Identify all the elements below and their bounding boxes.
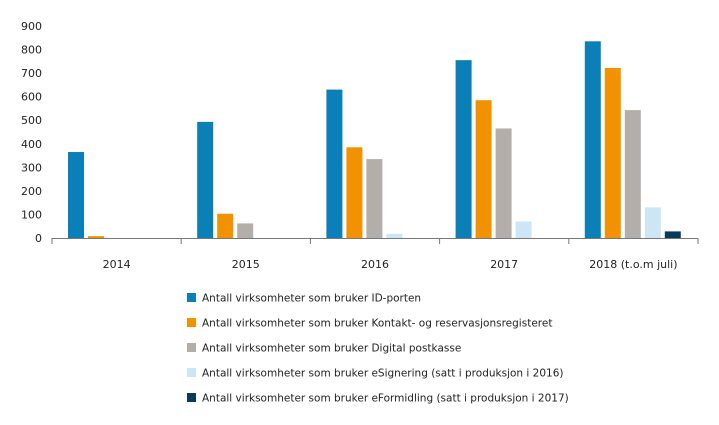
legend-label: Antall virksomheter som bruker Kontakt- … <box>202 318 552 330</box>
legend-item: Antall virksomheter som bruker Digital p… <box>187 343 461 355</box>
bar-1-2018 <box>584 41 601 238</box>
bar-5-2018 <box>664 231 681 238</box>
legend: Antall virksomheter som bruker ID-porten… <box>187 293 569 405</box>
y-tick-label: 700 <box>21 67 42 80</box>
bar-3-2017 <box>495 128 512 238</box>
bar-1-2014 <box>68 152 84 238</box>
x-tick-label: 2015 <box>232 258 260 271</box>
legend-swatch <box>187 368 196 377</box>
y-tick-label: 300 <box>21 161 42 174</box>
bar-2-2014 <box>88 236 104 238</box>
bar-1-2015 <box>197 121 214 238</box>
legend-swatch <box>187 318 196 327</box>
legend-item: Antall virksomheter som bruker Kontakt- … <box>187 318 552 330</box>
bar-3-2015 <box>237 223 254 238</box>
legend-item: Antall virksomheter som bruker eSignerin… <box>187 368 563 380</box>
x-tick-label: 2016 <box>361 258 389 271</box>
bar-2-2018 <box>604 67 621 238</box>
legend-swatch <box>187 393 196 402</box>
bar-2-2015 <box>217 213 234 238</box>
y-tick-label: 800 <box>21 44 42 57</box>
legend-label: Antall virksomheter som bruker Digital p… <box>202 343 461 355</box>
bar-3-2018 <box>624 110 641 238</box>
y-tick-label: 900 <box>21 20 42 33</box>
y-tick-label: 0 <box>35 232 42 245</box>
x-axis: 2014 2015 2016 2017 2018 (t.o.m juli) <box>51 238 699 271</box>
legend-label: Antall virksomheter som bruker ID-porten <box>202 293 421 305</box>
bar-1-2016 <box>326 89 343 238</box>
y-axis: 0 100 200 300 400 500 600 700 800 900 <box>21 20 42 245</box>
bar-4-2016 <box>386 233 403 238</box>
bar-4-2018 <box>644 207 661 238</box>
y-tick-label: 400 <box>21 138 42 151</box>
legend-item: Antall virksomheter som bruker ID-porten <box>187 293 421 305</box>
legend-label: Antall virksomheter som bruker eFormidli… <box>202 393 569 405</box>
x-tick-label: 2014 <box>103 258 131 271</box>
y-tick-label: 100 <box>21 208 42 221</box>
x-tick-label: 2017 <box>490 258 518 271</box>
bar-4-2017 <box>515 221 532 238</box>
y-tick-label: 200 <box>21 185 42 198</box>
legend-swatch <box>187 293 196 302</box>
bars <box>68 41 681 239</box>
bar-3-2016 <box>366 159 383 238</box>
legend-swatch <box>187 343 196 352</box>
y-tick-label: 500 <box>21 114 42 127</box>
y-tick-label: 600 <box>21 91 42 104</box>
x-tick-label: 2018 (t.o.m juli) <box>589 258 677 271</box>
legend-label: Antall virksomheter som bruker eSignerin… <box>202 368 563 380</box>
bar-2-2017 <box>475 100 492 238</box>
bar-2-2016 <box>346 147 363 238</box>
legend-item: Antall virksomheter som bruker eFormidli… <box>187 393 569 405</box>
bar-1-2017 <box>455 60 472 239</box>
